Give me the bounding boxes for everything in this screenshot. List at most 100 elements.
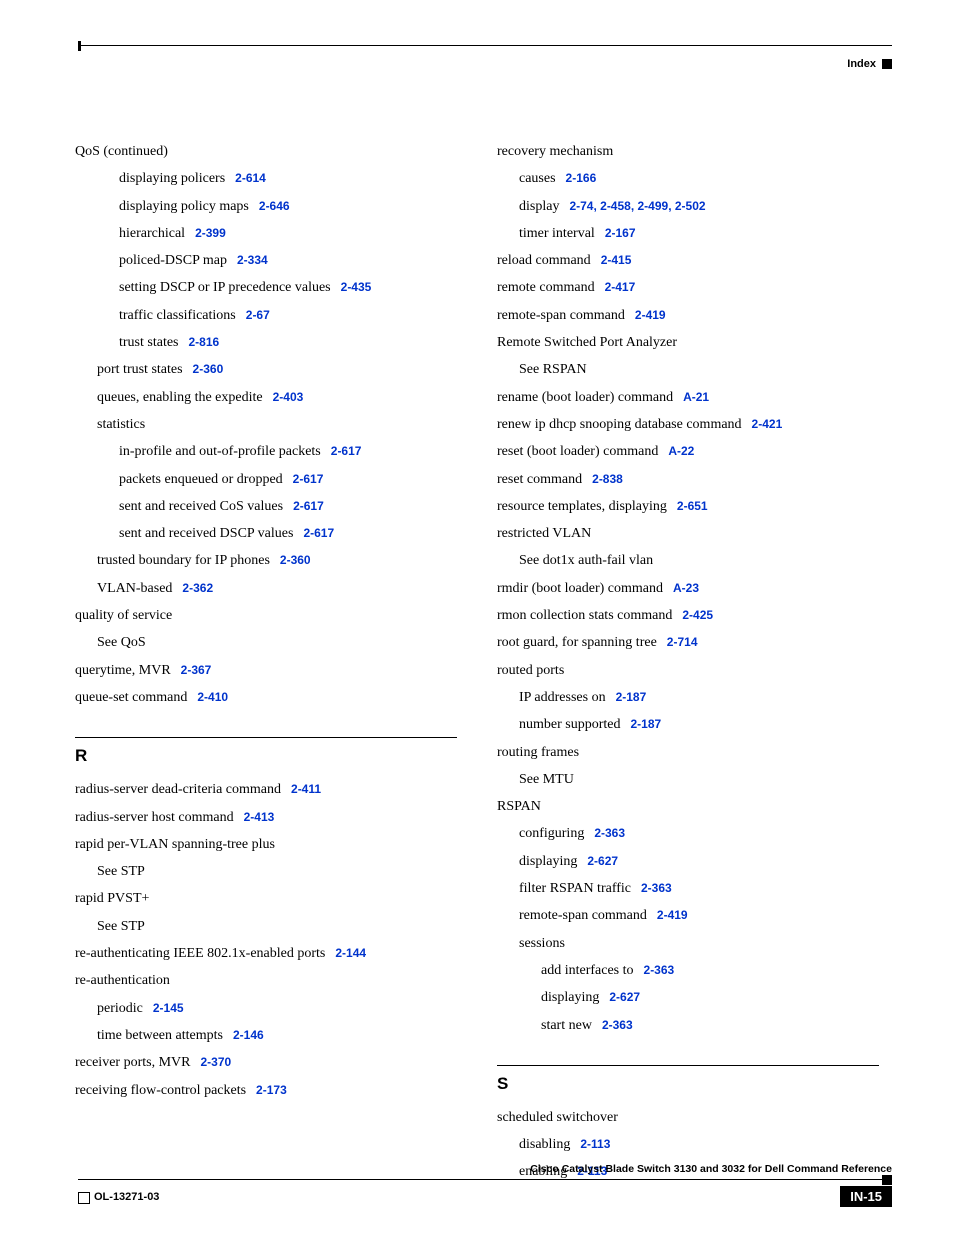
- page-ref[interactable]: 2-411: [291, 782, 321, 796]
- page-ref[interactable]: 2-816: [189, 335, 220, 349]
- page-ref[interactable]: 2-145: [153, 1001, 184, 1015]
- page-ref[interactable]: 2-617: [303, 526, 334, 540]
- page-ref[interactable]: 2-614: [235, 171, 266, 185]
- page-ref[interactable]: 2-425: [682, 608, 713, 622]
- entry: renew ip dhcp snooping database command2…: [497, 411, 879, 438]
- page-ref[interactable]: 2-413: [244, 810, 275, 824]
- page-ref[interactable]: 2-74, 2-458, 2-499, 2-502: [569, 199, 705, 213]
- page-ref[interactable]: 2-363: [602, 1018, 633, 1032]
- entry: queue-set command2-410: [75, 684, 457, 711]
- entry: periodic2-145: [75, 995, 457, 1022]
- page-ref[interactable]: 2-362: [182, 581, 213, 595]
- entry: See STP: [75, 858, 457, 885]
- page-ref[interactable]: 2-419: [657, 908, 688, 922]
- page-ref[interactable]: 2-363: [641, 881, 672, 895]
- entry: recovery mechanism: [497, 138, 879, 165]
- header: Index: [847, 58, 892, 70]
- page-ref[interactable]: 2-435: [341, 280, 372, 294]
- page-ref[interactable]: 2-370: [200, 1055, 231, 1069]
- left-column: QoS (continued) displaying policers2-614…: [75, 138, 457, 1186]
- page-ref[interactable]: 2-417: [605, 280, 636, 294]
- entry: rename (boot loader) commandA-21: [497, 384, 879, 411]
- page-ref[interactable]: 2-360: [280, 553, 311, 567]
- entry: See dot1x auth-fail vlan: [497, 547, 879, 574]
- entry: re-authentication: [75, 967, 457, 994]
- page-ref[interactable]: 2-67: [246, 308, 270, 322]
- page-ref[interactable]: 2-419: [635, 308, 666, 322]
- right-column: recovery mechanism causes2-166 display2-…: [497, 138, 879, 1186]
- entry: rmon collection stats command2-425: [497, 602, 879, 629]
- page-ref[interactable]: 2-421: [752, 417, 783, 431]
- page-ref[interactable]: 2-166: [566, 171, 597, 185]
- entry: See QoS: [75, 629, 457, 656]
- page-ref[interactable]: 2-363: [594, 826, 625, 840]
- entry: receiver ports, MVR2-370: [75, 1049, 457, 1076]
- entry: setting DSCP or IP precedence values2-43…: [75, 274, 457, 301]
- footer-title: Cisco Catalyst Blade Switch 3130 and 303…: [78, 1163, 892, 1175]
- entry: RSPAN: [497, 793, 879, 820]
- page-ref[interactable]: 2-646: [259, 199, 290, 213]
- page-ref[interactable]: 2-403: [273, 390, 304, 404]
- entry: receiving flow-control packets2-173: [75, 1077, 457, 1104]
- entry: start new2-363: [497, 1012, 879, 1039]
- entry: routing frames: [497, 739, 879, 766]
- entry: querytime, MVR2-367: [75, 657, 457, 684]
- entry: traffic classifications2-67: [75, 302, 457, 329]
- page-ref[interactable]: 2-360: [193, 362, 224, 376]
- entry: reload command2-415: [497, 247, 879, 274]
- page-ref[interactable]: 2-714: [667, 635, 698, 649]
- page-ref[interactable]: A-21: [683, 390, 709, 404]
- entry: reset command2-838: [497, 466, 879, 493]
- entry: queues, enabling the expedite2-403: [75, 384, 457, 411]
- entry: displaying policy maps2-646: [75, 193, 457, 220]
- page-ref[interactable]: A-22: [668, 444, 694, 458]
- page-ref[interactable]: 2-113: [580, 1137, 610, 1151]
- entry: See STP: [75, 913, 457, 940]
- entry: See RSPAN: [497, 356, 879, 383]
- entry: restricted VLAN: [497, 520, 879, 547]
- doc-number: OL-13271-03: [78, 1191, 159, 1203]
- entry: remote-span command2-419: [497, 902, 879, 929]
- page-ref[interactable]: 2-367: [181, 663, 212, 677]
- entry: in-profile and out-of-profile packets2-6…: [75, 438, 457, 465]
- entry: disabling2-113: [497, 1131, 879, 1158]
- entry: VLAN-based2-362: [75, 575, 457, 602]
- page-ref[interactable]: 2-838: [592, 472, 623, 486]
- entry: hierarchical2-399: [75, 220, 457, 247]
- page-ref[interactable]: 2-651: [677, 499, 708, 513]
- entry: port trust states2-360: [75, 356, 457, 383]
- entry: radius-server host command2-413: [75, 804, 457, 831]
- page-ref[interactable]: 2-144: [335, 946, 366, 960]
- page-ref[interactable]: 2-617: [331, 444, 362, 458]
- entry: causes2-166: [497, 165, 879, 192]
- page-ref[interactable]: 2-415: [601, 253, 632, 267]
- page-ref[interactable]: 2-617: [293, 472, 324, 486]
- entry: sent and received DSCP values2-617: [75, 520, 457, 547]
- entry: sessions: [497, 930, 879, 957]
- entry: rapid per-VLAN spanning-tree plus: [75, 831, 457, 858]
- page-ref[interactable]: 2-627: [587, 854, 618, 868]
- page-ref[interactable]: 2-399: [195, 226, 226, 240]
- page-ref[interactable]: 2-187: [616, 690, 647, 704]
- entry: re-authenticating IEEE 802.1x-enabled po…: [75, 940, 457, 967]
- page-ref[interactable]: 2-363: [644, 963, 675, 977]
- entry: trusted boundary for IP phones2-360: [75, 547, 457, 574]
- page-ref[interactable]: 2-627: [609, 990, 640, 1004]
- page-ref[interactable]: 2-167: [605, 226, 636, 240]
- section-rule: [75, 737, 457, 738]
- entry: displaying2-627: [497, 984, 879, 1011]
- entry: rmdir (boot loader) commandA-23: [497, 575, 879, 602]
- page-ref[interactable]: 2-410: [197, 690, 228, 704]
- page-ref[interactable]: 2-617: [293, 499, 324, 513]
- page-ref[interactable]: 2-173: [256, 1083, 287, 1097]
- page-ref[interactable]: A-23: [673, 581, 699, 595]
- entry: remote-span command2-419: [497, 302, 879, 329]
- page-ref[interactable]: 2-187: [630, 717, 661, 731]
- page-ref[interactable]: 2-146: [233, 1028, 264, 1042]
- entry: resource templates, displaying2-651: [497, 493, 879, 520]
- header-rule: [78, 45, 892, 46]
- index-columns: QoS (continued) displaying policers2-614…: [75, 138, 879, 1186]
- entry: sent and received CoS values2-617: [75, 493, 457, 520]
- entry: radius-server dead-criteria command2-411: [75, 776, 457, 803]
- page-ref[interactable]: 2-334: [237, 253, 268, 267]
